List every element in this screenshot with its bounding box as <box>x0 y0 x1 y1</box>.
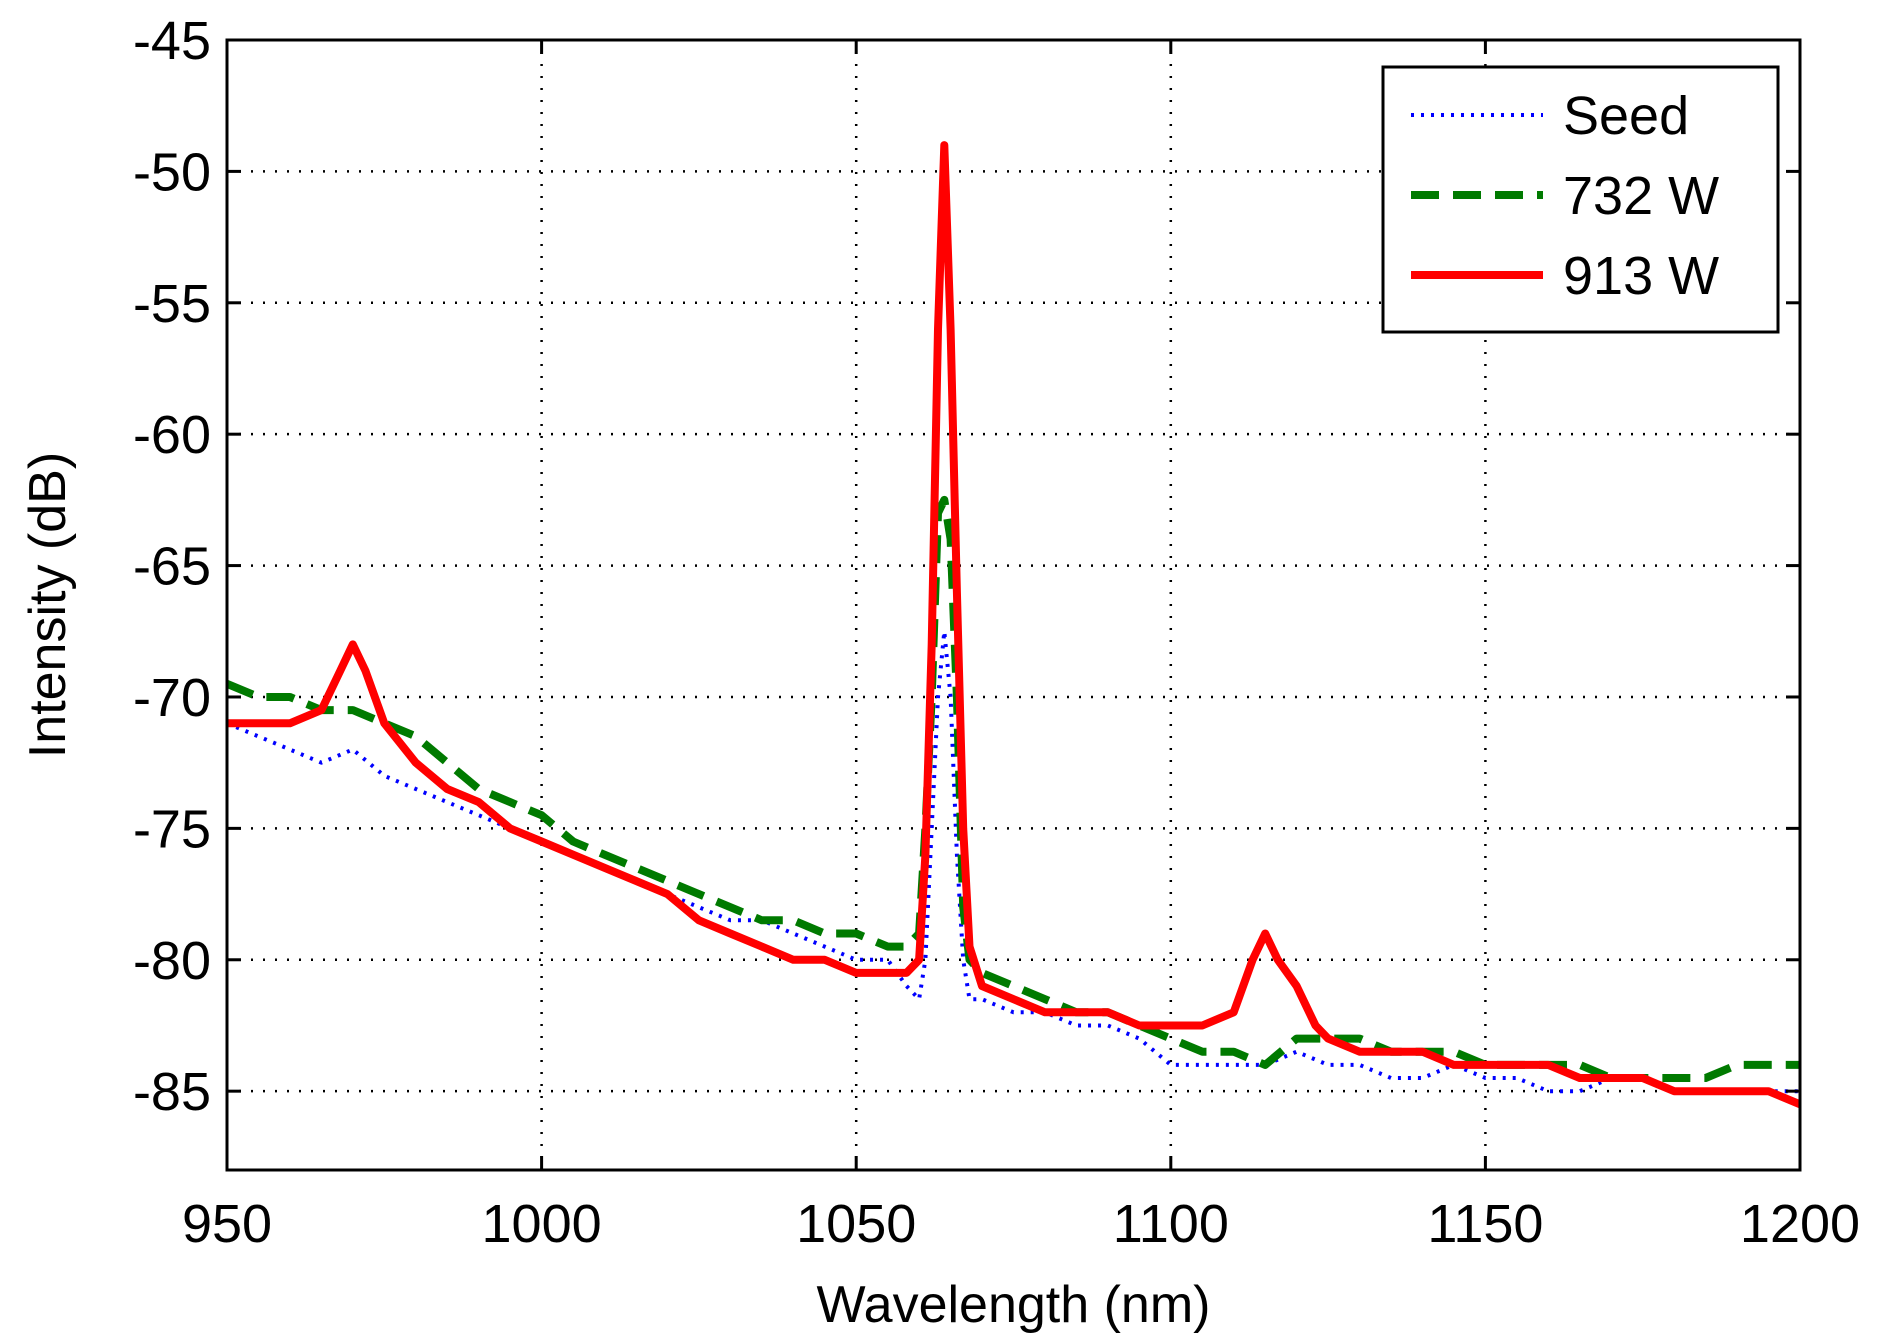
y-tick-label: -75 <box>133 799 211 859</box>
y-tick-label: -70 <box>133 668 211 728</box>
y-axis-label: Intensity (dB) <box>19 452 77 758</box>
grid <box>227 40 1800 1170</box>
legend-label: 732 W <box>1563 166 1719 226</box>
x-tick-label: 1200 <box>1740 1194 1860 1254</box>
series-lines <box>225 141 1802 1108</box>
legend-label: Seed <box>1563 86 1689 146</box>
legend-box <box>1381 65 1780 334</box>
axis-ticks: 950 1000 1050 1100 1150 1200 -45 -50 -55 -60 -65 -7… <box>133 11 1860 1254</box>
x-tick-label: 1050 <box>796 1194 916 1254</box>
x-tick-label: 1000 <box>482 1194 602 1254</box>
y-tick-label: -45 <box>133 11 211 71</box>
x-tick-label: 950 <box>182 1194 272 1254</box>
series-line-1 <box>226 629 1800 1094</box>
legend: Seed 732 W 913 W <box>1381 65 1780 334</box>
plot-frame <box>225 38 1802 1172</box>
y-tick-label: -60 <box>133 405 211 465</box>
x-axis-label: Wavelength (nm) <box>817 1276 1211 1334</box>
y-tick-label: -50 <box>133 142 211 202</box>
legend-label: 913 W <box>1563 246 1719 306</box>
y-tick-label: -65 <box>133 537 211 597</box>
x-tick-label: 1100 <box>1113 1194 1229 1254</box>
x-tick-label: 1150 <box>1427 1194 1543 1254</box>
y-tick-label: -85 <box>133 1062 211 1122</box>
y-tick-label: -55 <box>133 274 211 334</box>
y-tick-label: -80 <box>133 931 211 991</box>
series-line-3 <box>227 141 1802 1108</box>
